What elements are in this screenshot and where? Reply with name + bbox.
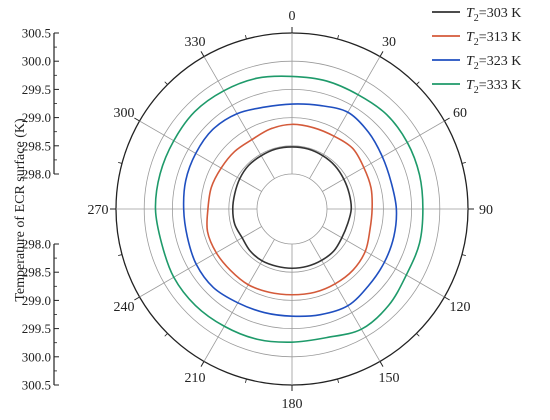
angle-tick-label: 300 (113, 106, 134, 121)
radial-axis: Temperature of ECR surface (K) 298.0 298.… (13, 26, 59, 393)
angle-tick-mark (200, 361, 205, 367)
series-line-4 (154, 75, 424, 344)
grid-spoke (203, 239, 275, 362)
legend-label: T2=333 K (466, 78, 521, 96)
angle-tick-label: 150 (379, 371, 400, 386)
angle-minor-tick (245, 378, 247, 383)
angular-tick-labels: 0 30 60 90 120 150 180 210 240 270 300 330 (88, 9, 494, 412)
angle-minor-tick (461, 162, 466, 164)
radial-tick-label: 298.0 (22, 237, 51, 252)
angle-tick-mark (379, 361, 384, 367)
angle-minor-tick (461, 254, 466, 256)
radial-tick-label: 299.5 (22, 82, 51, 97)
grid-spoke (322, 226, 445, 298)
radial-tick-label: 300.0 (22, 54, 51, 69)
series-line-3 (182, 103, 398, 318)
angle-tick-mark (444, 296, 450, 301)
angle-minor-tick (164, 333, 168, 337)
angle-tick-mark (200, 51, 205, 57)
radial-tick-label: 298.5 (22, 138, 51, 153)
legend-label: T2=313 K (466, 30, 521, 48)
series-line-1 (231, 146, 353, 270)
angle-minor-tick (164, 81, 168, 85)
legend-label: T2=303 K (466, 6, 521, 24)
angle-tick-label: 180 (282, 397, 303, 412)
angle-tick-label: 240 (113, 300, 134, 315)
angle-minor-tick (337, 35, 339, 40)
angle-tick-label: 330 (185, 35, 206, 50)
angle-minor-tick (416, 333, 420, 337)
radial-tick-label: 300.5 (22, 26, 51, 41)
angle-tick-label: 60 (453, 106, 467, 121)
angle-minor-tick (245, 35, 247, 40)
angle-tick-mark (134, 296, 140, 301)
angle-tick-mark (444, 117, 450, 122)
radial-tick-label: 298.0 (22, 167, 51, 182)
grid-spoke (203, 56, 275, 179)
grid-spoke (139, 226, 262, 298)
angle-tick-label: 90 (479, 203, 493, 218)
radial-axis-title: Temperature of ECR surface (K) (13, 118, 28, 302)
angle-tick-label: 30 (382, 35, 396, 50)
angle-minor-tick (118, 254, 123, 256)
angle-tick-mark (134, 117, 140, 122)
angle-tick-label: 120 (450, 300, 471, 315)
grid-circle (256, 173, 328, 245)
legend-item: T2=313 K (432, 30, 521, 48)
legend-item: T2=323 K (432, 54, 521, 72)
angle-tick-label: 270 (88, 203, 109, 218)
angle-minor-tick (337, 378, 339, 383)
legend: T2=303 K T2=313 K T2=323 K T2=333 K (432, 6, 521, 96)
series-line-2 (206, 123, 374, 296)
legend-label: T2=323 K (466, 54, 521, 72)
radial-tick-label: 300.5 (22, 378, 51, 393)
radial-tick-label: 299.5 (22, 321, 51, 336)
polar-grid (110, 27, 474, 391)
legend-item: T2=303 K (432, 6, 521, 24)
radial-tick-label: 299.0 (22, 110, 51, 125)
angle-minor-tick (118, 162, 123, 164)
legend-item: T2=333 K (432, 78, 521, 96)
grid-spoke (309, 56, 381, 179)
grid-spoke (139, 120, 262, 192)
radial-tick-label: 299.0 (22, 293, 51, 308)
radial-tick-label: 300.0 (22, 349, 51, 364)
radial-tick-label: 298.5 (22, 265, 51, 280)
grid-spoke (322, 120, 445, 192)
series-layer (154, 75, 424, 344)
angle-tick-label: 0 (289, 9, 296, 24)
angle-tick-label: 210 (185, 371, 206, 386)
angle-minor-tick (416, 81, 420, 85)
angle-tick-mark (379, 51, 384, 57)
